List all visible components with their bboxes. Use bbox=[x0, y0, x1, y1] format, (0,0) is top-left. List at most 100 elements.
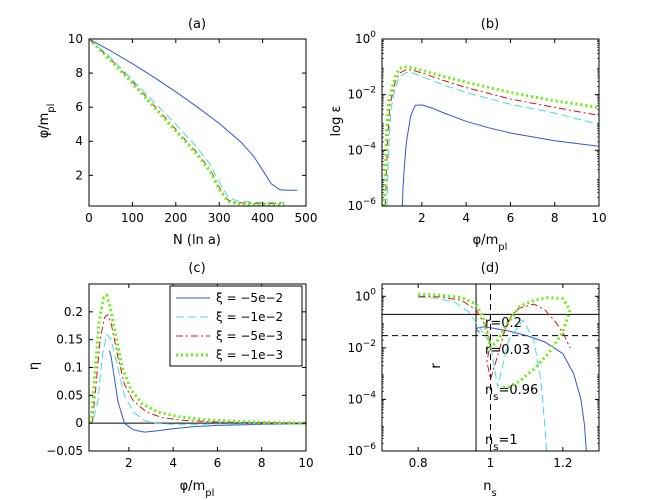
ytick-base-d-2: 10 bbox=[347, 341, 362, 355]
ytick-label-a-2: 6 bbox=[75, 100, 83, 114]
xtick-label-d-1: 1 bbox=[487, 456, 495, 470]
ytick-exp-d-3: 0 bbox=[370, 287, 376, 297]
series-line-b-2 bbox=[384, 69, 599, 206]
panel-a-ylabel-main: φ/m bbox=[37, 113, 52, 139]
xtick-label-b-1: 4 bbox=[462, 211, 470, 225]
xtick-label-c-1: 4 bbox=[169, 456, 177, 470]
ytick-exp-b-0: −6 bbox=[363, 197, 377, 207]
panel-c-xlabel-sub: pl bbox=[205, 488, 214, 499]
xtick-label-d-0: 0.8 bbox=[409, 456, 428, 470]
panel-a-xlabel: N (ln a) bbox=[173, 233, 221, 248]
xtick-label-b-0: 2 bbox=[418, 211, 426, 225]
ytick-exp-b-1: −4 bbox=[363, 141, 377, 151]
panel-d-xlabel: ns bbox=[483, 479, 496, 499]
series-line-d-2 bbox=[418, 295, 571, 380]
xtick-label-a-0: 0 bbox=[85, 211, 93, 225]
ytick-label-d-2: 10−2 bbox=[347, 339, 376, 355]
axes-frame-a bbox=[88, 38, 307, 207]
legend: ξ = −5e−2 ξ = −1e−2 ξ = −5e−3 ξ = −1e−3 bbox=[169, 285, 303, 367]
annotation-r-0-2: r=0.2 bbox=[485, 316, 522, 331]
series-line-d-3 bbox=[418, 292, 572, 389]
ytick-label-a-1: 4 bbox=[75, 134, 83, 148]
panel-c-ylabel: η bbox=[27, 362, 42, 370]
ytick-label-c-4: 0.15 bbox=[56, 333, 83, 347]
ytick-base-b-3: 10 bbox=[355, 32, 370, 46]
ytick-exp-d-1: −4 bbox=[363, 390, 377, 400]
series-line-a-1 bbox=[89, 39, 285, 203]
panel-d-ylabel: r bbox=[429, 363, 444, 369]
legend-box bbox=[169, 285, 303, 367]
series-line-b-0 bbox=[401, 104, 599, 206]
series-line-c-1 bbox=[93, 333, 306, 425]
xtick-label-a-3: 300 bbox=[208, 211, 231, 225]
annotation-ns-1-value: =1 bbox=[498, 433, 517, 448]
panel-b-ylabel: log ε bbox=[329, 106, 344, 137]
ytick-label-c-0: −0.05 bbox=[46, 444, 83, 458]
legend-label-0: ξ = −5e−2 bbox=[216, 291, 283, 305]
ytick-label-a-3: 8 bbox=[75, 66, 83, 80]
legend-label-3: ξ = −1e−3 bbox=[216, 348, 283, 362]
ytick-label-a-0: 2 bbox=[75, 168, 83, 182]
panel-b-xlabel-sub: pl bbox=[498, 242, 507, 253]
panel-d-xlabel-sub: s bbox=[492, 488, 497, 499]
xtick-label-a-4: 400 bbox=[251, 211, 274, 225]
ytick-label-b-0: 10−6 bbox=[347, 197, 376, 213]
ytick-exp-d-2: −2 bbox=[363, 339, 376, 349]
xtick-label-c-0: 2 bbox=[125, 456, 133, 470]
annotation-ns-1: ns=1 bbox=[485, 433, 518, 453]
ytick-label-a-4: 10 bbox=[68, 32, 83, 46]
xtick-label-c-2: 6 bbox=[214, 456, 222, 470]
ytick-label-c-2: 0.05 bbox=[56, 388, 83, 402]
series-line-c-0 bbox=[108, 350, 306, 433]
ytick-label-b-2: 10−2 bbox=[347, 86, 376, 102]
ytick-label-d-1: 10−4 bbox=[347, 390, 376, 406]
xtick-label-a-5: 500 bbox=[295, 211, 318, 225]
series-group-c bbox=[89, 293, 306, 433]
annotation-ns-1-s: s bbox=[493, 442, 498, 453]
ytick-label-b-3: 100 bbox=[355, 30, 376, 46]
ytick-label-d-3: 100 bbox=[355, 287, 376, 303]
series-line-d-0 bbox=[475, 326, 587, 451]
ytick-base-b-2: 10 bbox=[347, 88, 362, 102]
xtick-label-a-2: 200 bbox=[164, 211, 187, 225]
panel-a-ylabel: φ/mpl bbox=[37, 104, 57, 139]
xtick-label-b-4: 10 bbox=[591, 211, 606, 225]
ytick-label-c-1: 0 bbox=[75, 416, 83, 430]
annotation-r-0-03: r=0.03 bbox=[485, 343, 530, 358]
panel-c-xlabel-main: φ/m bbox=[180, 479, 206, 494]
legend-label-1: ξ = −1e−2 bbox=[216, 310, 283, 324]
annotation-ns-0-96-value: =0.96 bbox=[498, 383, 538, 398]
panel-c-xlabel: φ/mpl bbox=[180, 479, 215, 499]
ytick-exp-b-3: 0 bbox=[370, 30, 376, 40]
ytick-label-c-5: 0.2 bbox=[64, 305, 83, 319]
panel-c: (c) φ/mpl η 2 4 6 8 10 −0.05 0 0.05 0.1 0.15 0.2 ξ … bbox=[27, 261, 314, 499]
ytick-exp-b-2: −2 bbox=[363, 86, 376, 96]
xtick-label-d-2: 1.2 bbox=[553, 456, 572, 470]
series-line-d-1 bbox=[418, 297, 548, 451]
annotation-ns-0-96: ns=0.96 bbox=[485, 383, 538, 403]
axes-frame-b bbox=[381, 38, 600, 207]
series-group-b bbox=[382, 65, 599, 206]
xtick-label-c-4: 10 bbox=[298, 456, 313, 470]
xtick-label-c-3: 8 bbox=[258, 456, 266, 470]
ytick-base-b-1: 10 bbox=[347, 143, 362, 157]
ytick-label-b-1: 10−4 bbox=[347, 141, 376, 157]
series-line-b-1 bbox=[386, 72, 599, 206]
ytick-label-c-3: 0.1 bbox=[64, 361, 83, 375]
ytick-label-d-0: 10−6 bbox=[347, 442, 376, 458]
series-line-c-2 bbox=[91, 314, 306, 424]
series-group-d bbox=[418, 292, 587, 451]
series-line-b-3 bbox=[382, 65, 599, 206]
annotation-ns-0-96-s: s bbox=[493, 392, 498, 403]
series-group-a bbox=[89, 39, 298, 206]
panel-b-xlabel-main: φ/m bbox=[473, 233, 499, 248]
panel-d-title: (d) bbox=[481, 261, 499, 276]
panel-d: (d) ns r r=0.2 r=0.03 ns=0.96 ns=1 0.8 1 1… bbox=[347, 261, 600, 499]
ytick-base-d-3: 10 bbox=[355, 289, 370, 303]
annotation-ns-1-n: n bbox=[485, 433, 493, 448]
xtick-label-b-2: 6 bbox=[507, 211, 515, 225]
ytick-exp-d-0: −6 bbox=[363, 442, 377, 452]
panel-d-xlabel-main: n bbox=[483, 479, 491, 494]
